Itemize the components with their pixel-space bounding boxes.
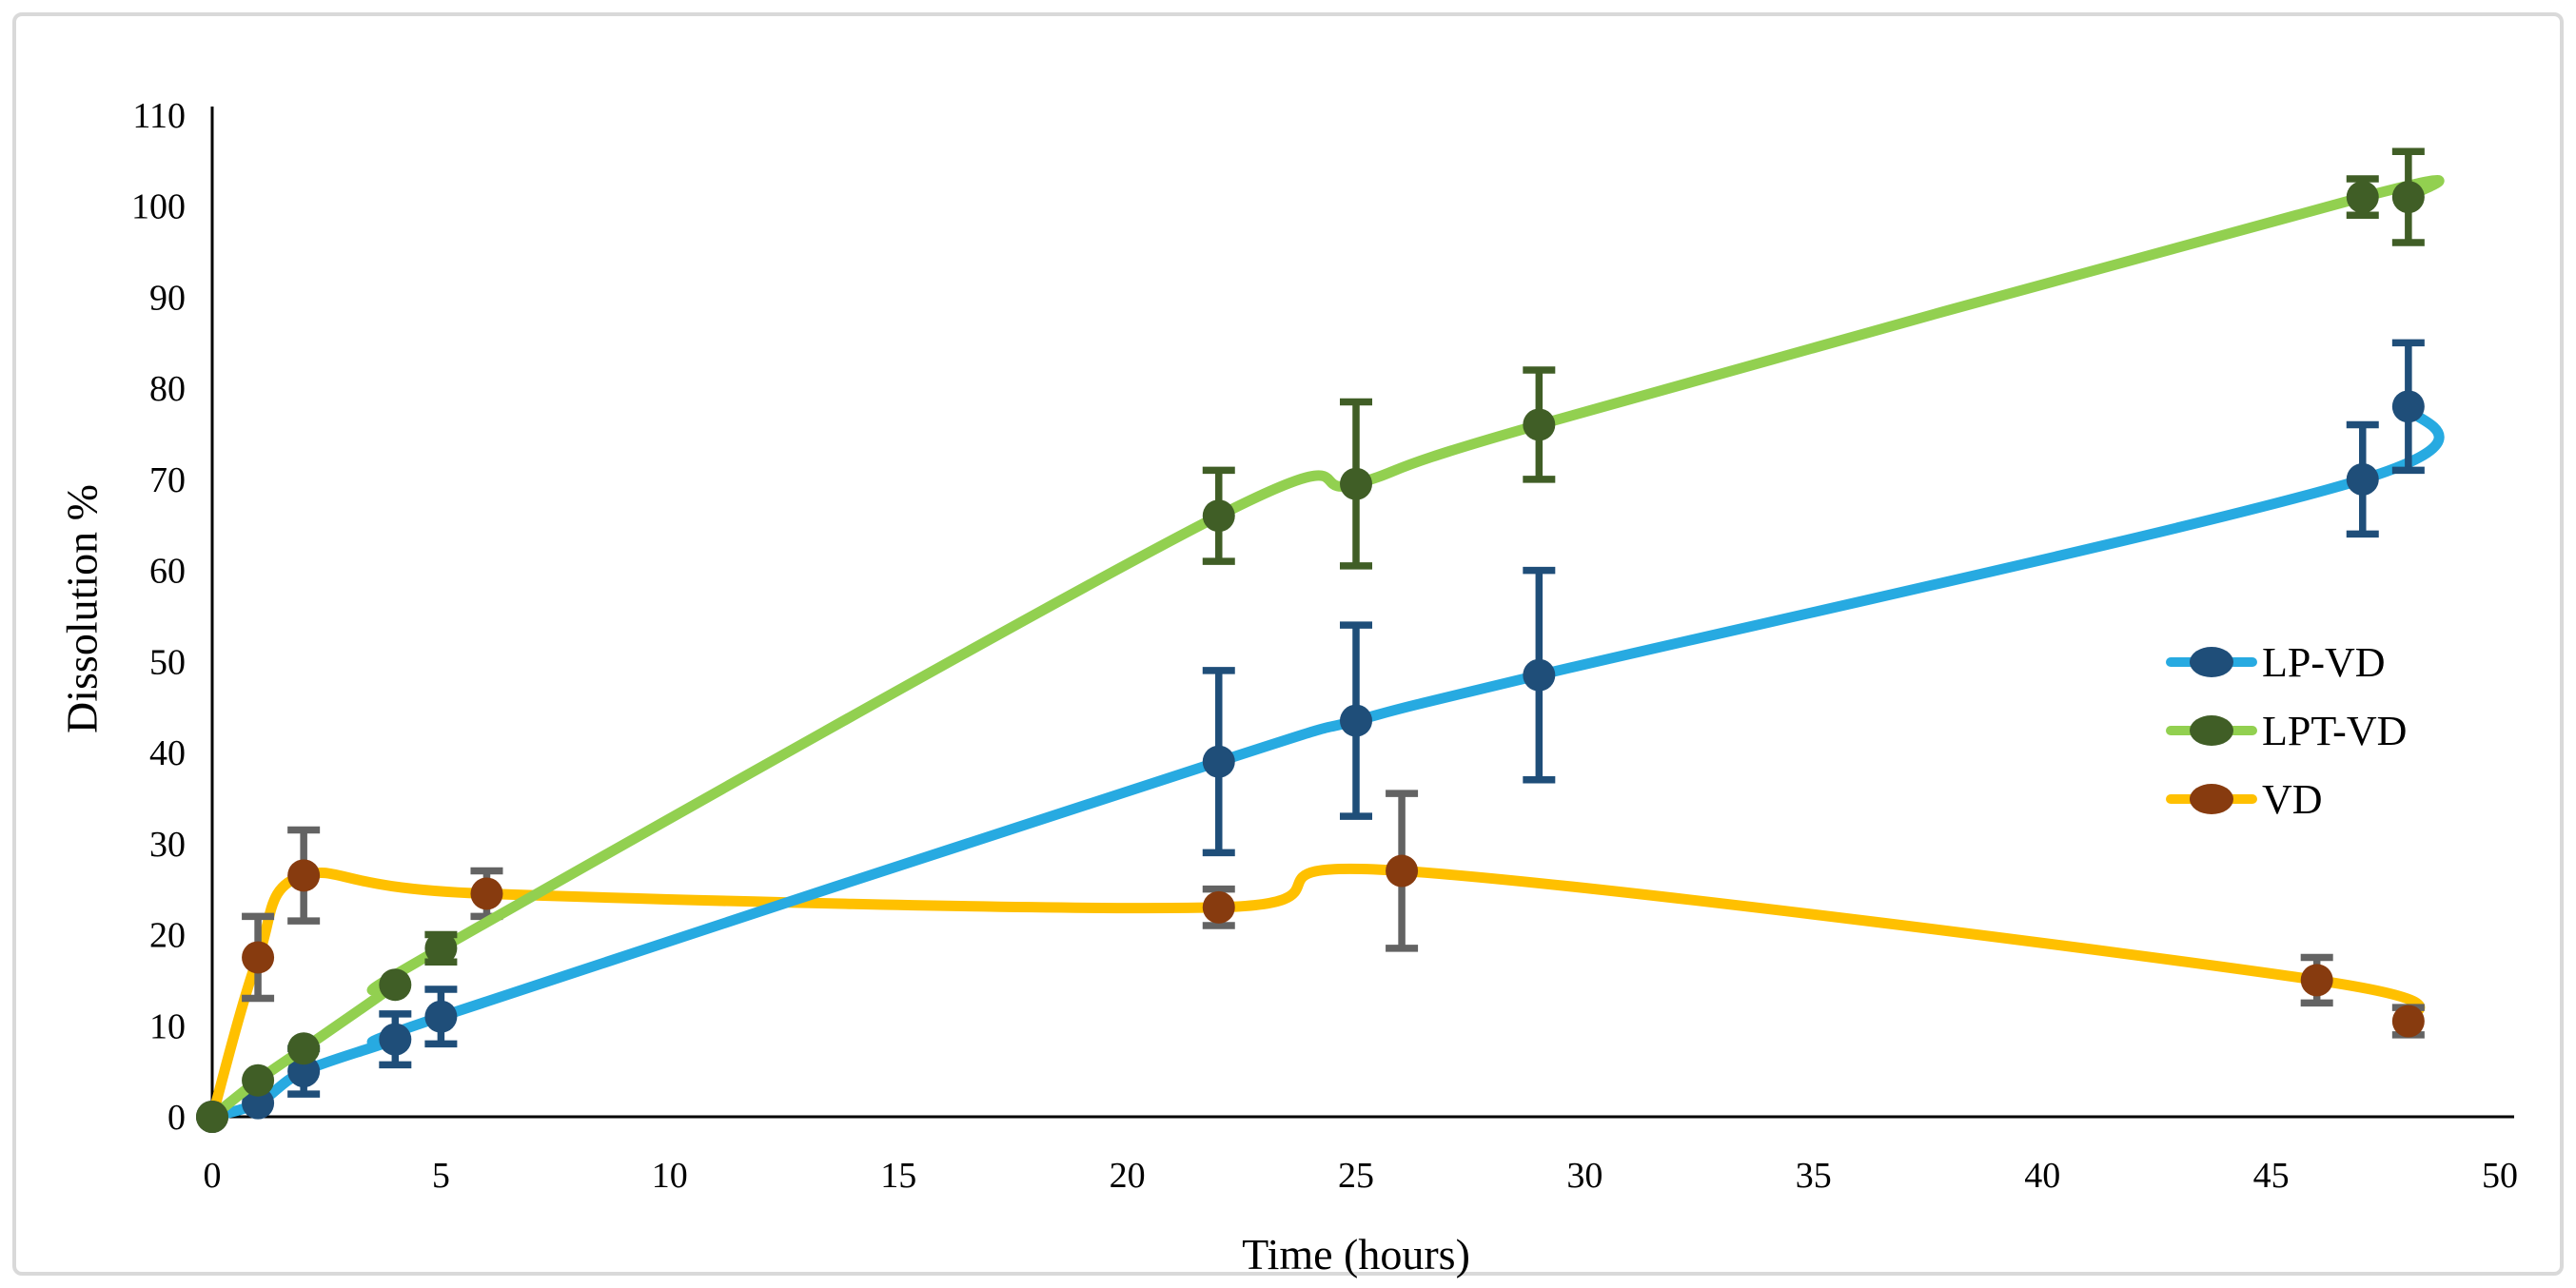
data-point-marker [1202, 745, 1235, 778]
data-point-marker [2391, 181, 2425, 214]
x-tick-label: 20 [1110, 1156, 1146, 1196]
x-axis-title: Time (hours) [1242, 1230, 1470, 1278]
y-tick-label: 40 [149, 733, 186, 773]
legend-line-icon [2166, 714, 2257, 747]
series-line-LP-VD [206, 400, 2445, 1122]
y-tick-label: 90 [149, 278, 186, 318]
data-point-marker [1340, 467, 1372, 500]
series-LPT-VD [196, 147, 2445, 1133]
x-tick-label: 35 [1796, 1156, 1832, 1196]
series-line-LPT-VD [206, 175, 2445, 1122]
legend-marker-icon [2190, 715, 2233, 746]
data-point-marker [424, 1000, 458, 1033]
data-point-marker [1202, 890, 1235, 924]
data-point-marker [287, 1055, 321, 1088]
data-point-marker [287, 859, 321, 892]
data-point-marker [2300, 964, 2333, 997]
x-tick-label: 10 [652, 1156, 688, 1196]
y-tick-label: 30 [149, 825, 186, 865]
x-tick-label: 45 [2253, 1156, 2290, 1196]
series-VD [196, 790, 2426, 1133]
legend-item: LPT-VD [2166, 696, 2407, 765]
data-point-marker [2391, 390, 2425, 423]
legend-label: LPT-VD [2262, 707, 2408, 754]
legend-item: VD [2166, 765, 2407, 833]
y-tick-label: 50 [149, 642, 186, 682]
data-point-marker [379, 1023, 412, 1056]
data-point-marker [470, 877, 503, 910]
y-tick-label: 60 [149, 552, 186, 592]
data-point-marker [379, 968, 412, 1002]
x-tick-label: 50 [2482, 1156, 2518, 1196]
x-tick-label: 15 [880, 1156, 916, 1196]
y-axis-title: Dissolution % [57, 484, 107, 733]
data-point-marker [1523, 658, 1556, 692]
data-point-marker [1386, 854, 1419, 888]
y-tick-label: 70 [149, 460, 186, 500]
data-point-marker [196, 1101, 228, 1133]
data-point-marker [2346, 462, 2379, 496]
legend-label: LP-VD [2262, 638, 2386, 686]
y-tick-label: 110 [132, 96, 186, 136]
data-point-marker [1202, 499, 1235, 533]
y-tick-label: 100 [131, 187, 186, 227]
data-point-marker [2346, 181, 2379, 214]
data-point-marker [2391, 1005, 2425, 1038]
y-tick-label: 80 [149, 369, 186, 409]
legend-item: LP-VD [2166, 628, 2407, 696]
legend-marker-icon [2190, 647, 2233, 677]
x-tick-label: 40 [2024, 1156, 2060, 1196]
legend-marker-icon [2190, 784, 2233, 814]
series-LP-VD [196, 339, 2445, 1133]
series-line-VD [206, 863, 2426, 1122]
legend-line-icon [2166, 783, 2257, 815]
x-tick-label: 30 [1566, 1156, 1603, 1196]
x-tick-label: 0 [204, 1156, 222, 1196]
data-point-marker [242, 1064, 275, 1097]
legend-line-icon [2166, 646, 2257, 678]
data-point-marker [1523, 408, 1556, 441]
x-tick-label: 25 [1338, 1156, 1374, 1196]
data-point-marker [242, 1086, 275, 1120]
y-tick-label: 10 [149, 1006, 186, 1046]
y-tick-label: 0 [167, 1098, 186, 1138]
y-tick-label: 20 [149, 916, 186, 956]
data-point-marker [1340, 704, 1372, 737]
x-tick-label: 5 [432, 1156, 450, 1196]
data-point-marker [242, 941, 275, 974]
data-point-marker [424, 931, 458, 965]
data-point-marker [287, 1032, 321, 1065]
legend: LP-VD LPT-VD VD [2166, 628, 2407, 833]
legend-label: VD [2262, 775, 2323, 823]
